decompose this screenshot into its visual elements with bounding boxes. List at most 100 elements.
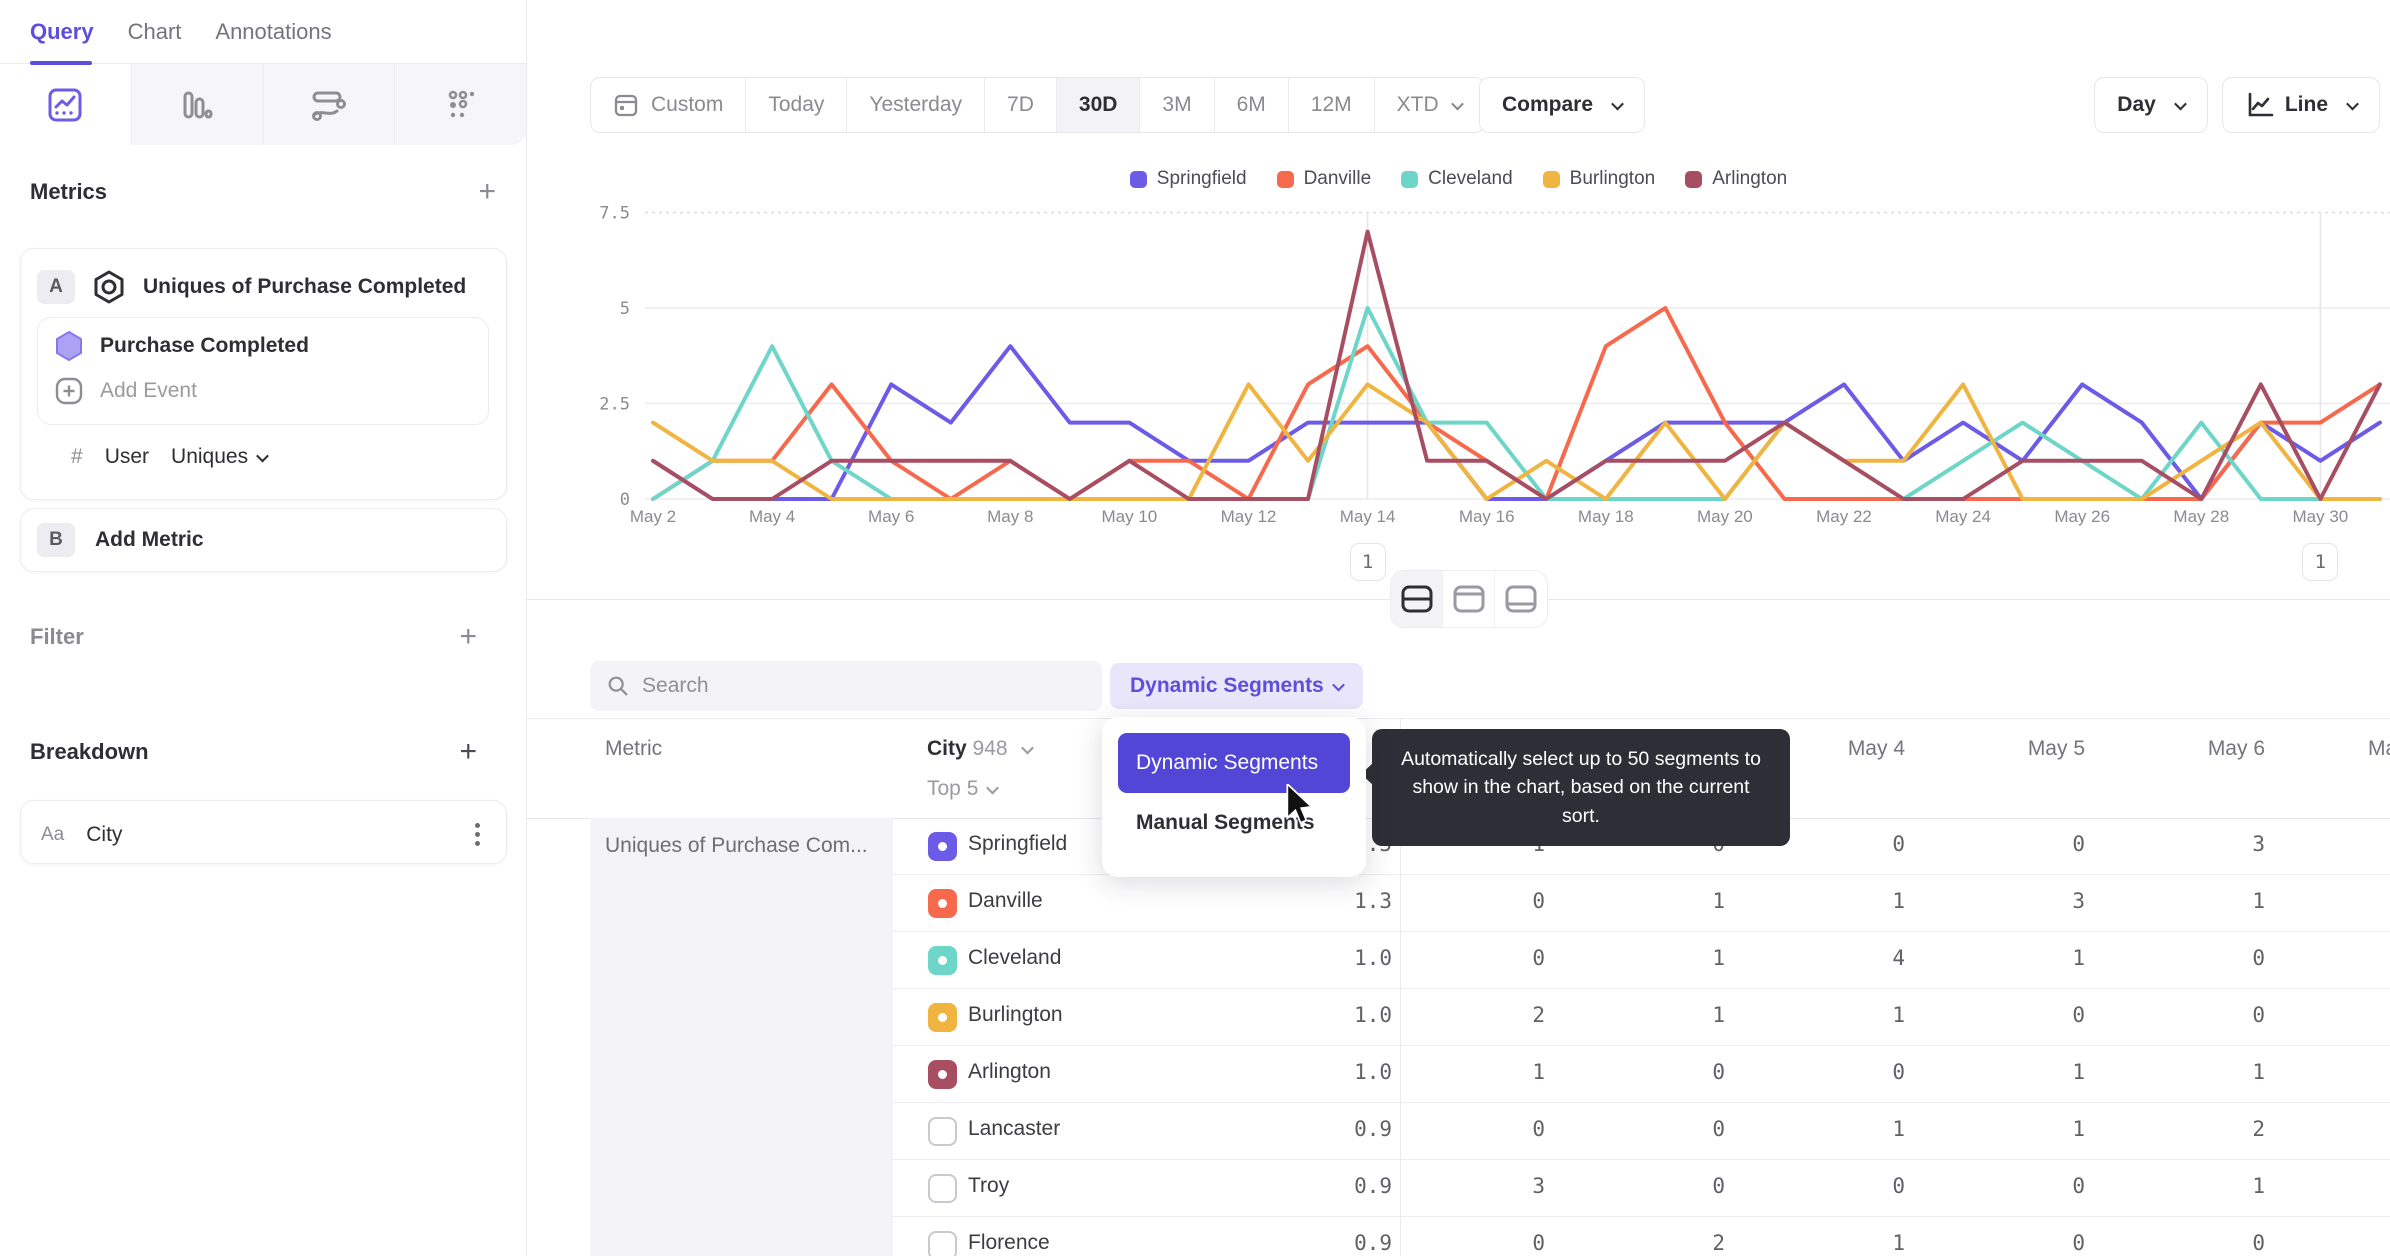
checkbox-dot: [938, 842, 947, 851]
city-column-header[interactable]: City 948: [927, 737, 1035, 761]
legend-item-cleveland[interactable]: Cleveland: [1401, 168, 1513, 190]
day-value: 1: [2252, 1174, 2265, 1198]
range-3m[interactable]: 3M: [1140, 78, 1215, 132]
segment-search: [590, 661, 1102, 711]
segment-name: Burlington: [968, 1003, 1063, 1026]
tab-flow-chart-icon[interactable]: [263, 64, 396, 145]
chevron-down-icon: [1331, 678, 1345, 691]
checkbox-dot: [938, 899, 947, 908]
dynamic-segments-option[interactable]: Dynamic Segments: [1118, 733, 1350, 793]
manual-segments-option[interactable]: Manual Segments: [1136, 811, 1315, 834]
day-value: 2: [1712, 1231, 1725, 1255]
range-xtd[interactable]: XTD: [1375, 78, 1484, 132]
layout-chart-only-button[interactable]: [1443, 571, 1495, 627]
segment-checkbox-springfield[interactable]: [928, 832, 957, 861]
segment-checkbox-troy[interactable]: [928, 1174, 957, 1203]
segment-name: Arlington: [968, 1060, 1051, 1083]
legend-label: Danville: [1303, 168, 1372, 189]
day-value: 0: [1892, 1174, 1905, 1198]
chevron-down-icon: [986, 781, 1000, 795]
compare-button[interactable]: Compare: [1479, 77, 1646, 133]
tab-annotations[interactable]: Annotations: [215, 18, 332, 44]
day-value: 0: [2252, 946, 2265, 970]
range-12m[interactable]: 12M: [1289, 78, 1375, 132]
segment-checkbox-lancaster[interactable]: [928, 1117, 957, 1146]
metric-b-card[interactable]: B Add Metric: [20, 508, 507, 572]
measure-type-selector[interactable]: Uniques: [171, 445, 269, 469]
add-filter-button[interactable]: +: [459, 620, 477, 653]
layout-table-only-button[interactable]: [1495, 571, 1547, 627]
table-row-arlington[interactable]: Arlington 1.0 1 0 0 1 1: [893, 1046, 2390, 1103]
tab-chart[interactable]: Chart: [127, 18, 182, 44]
top-5-selector[interactable]: Top 5: [927, 777, 1000, 801]
table-row-burlington[interactable]: Burlington 1.0 2 1 1 0 0: [893, 989, 2390, 1046]
range-30d[interactable]: 30D: [1056, 78, 1141, 132]
legend-label: Arlington: [1712, 168, 1788, 189]
segment-mode-selector[interactable]: Dynamic Segments: [1110, 663, 1363, 709]
legend-item-springfield[interactable]: Springfield: [1129, 168, 1247, 190]
chevron-down-icon: [2346, 97, 2359, 110]
segment-checkbox-arlington[interactable]: [928, 1060, 957, 1089]
avg-value: 1.0: [1354, 1003, 1392, 1027]
add-metric-plus-button[interactable]: +: [478, 175, 496, 208]
table-row-danville[interactable]: Danville 1.3 0 1 1 3 1: [893, 875, 2390, 932]
series-line-springfield[interactable]: [651, 344, 2382, 501]
y-tick-label: 0: [620, 490, 630, 510]
table-row-florence[interactable]: Florence 0.9 0 2 1 0 0: [893, 1217, 2390, 1256]
range-6m[interactable]: 6M: [1215, 78, 1289, 132]
kebab-menu-icon[interactable]: [469, 817, 486, 852]
line-chart: 0 2.5 5 7.5 May 2 May 4 May 6 May 8 May 10 May 12…: [527, 200, 2390, 540]
metric-column-header: Metric: [605, 737, 663, 760]
range-custom[interactable]: Custom: [591, 78, 747, 132]
segment-checkbox-florence[interactable]: [928, 1231, 957, 1256]
add-event-button[interactable]: Add Event: [100, 379, 197, 402]
table-row-lancaster[interactable]: Lancaster 0.9 0 0 1 1 2: [893, 1103, 2390, 1160]
range-7d[interactable]: 7D: [985, 78, 1057, 132]
segment-checkbox-danville[interactable]: [928, 889, 957, 918]
chart-type-button[interactable]: Line: [2221, 77, 2380, 133]
range-today[interactable]: Today: [746, 78, 848, 132]
series-line-arlington[interactable]: [651, 229, 2382, 501]
segment-name: Danville: [968, 889, 1043, 912]
legend-item-burlington[interactable]: Burlington: [1542, 168, 1655, 190]
measure-hash-icon: #: [71, 445, 83, 468]
tab-scatter-chart-icon[interactable]: [395, 64, 526, 145]
top-panel-icon: [1453, 585, 1484, 613]
chevron-down-icon: [1611, 97, 1624, 110]
granularity-button[interactable]: Day: [2094, 77, 2208, 133]
breakdown-city-card[interactable]: Aa City: [20, 800, 507, 864]
search-input[interactable]: [642, 674, 1086, 698]
chevron-down-icon: [256, 449, 269, 463]
table-row-troy[interactable]: Troy 0.9 3 0 0 0 1: [893, 1160, 2390, 1217]
frozen-pane-divider: [1400, 719, 1401, 1256]
add-metric-label[interactable]: Add Metric: [95, 528, 204, 551]
metric-a-title[interactable]: Uniques of Purchase Completed: [143, 275, 467, 298]
tab-line-chart-icon[interactable]: [0, 64, 132, 145]
legend-item-arlington[interactable]: Arlington: [1685, 168, 1787, 190]
query-sidebar: Query Chart Annotations: [0, 0, 527, 1256]
event-card: Purchase Completed Add Event: [37, 317, 489, 425]
day-value: 0: [1712, 1174, 1725, 1198]
table-row-cleveland[interactable]: Cleveland 1.0 0 1 4 1 0: [893, 932, 2390, 989]
chart-legend: Springfield Danville Cleveland Burlington Ar…: [527, 168, 2390, 190]
layout-split-view-button[interactable]: [1391, 571, 1443, 627]
day-value: 3: [2252, 832, 2265, 856]
date-range-toolbar: Custom Today Yesterday 7D 30D 3M 6M 12M XTD: [590, 77, 1485, 133]
x-tick-label: May 14: [1340, 507, 1396, 526]
metric-cell: Uniques of Purchase Com...: [590, 818, 893, 1256]
legend-item-danville[interactable]: Danville: [1276, 168, 1372, 190]
annotation-badge-may-30[interactable]: 1: [2302, 543, 2339, 581]
range-yesterday[interactable]: Yesterday: [847, 78, 986, 132]
day-value: 0: [1892, 832, 1905, 856]
tab-bar-chart-icon[interactable]: [131, 64, 264, 145]
hexagon-metric-icon: [94, 270, 124, 304]
annotation-badge-may-14[interactable]: 1: [1349, 543, 1386, 581]
chevron-down-icon: [2173, 97, 2187, 110]
segment-checkbox-burlington[interactable]: [928, 1003, 957, 1032]
add-breakdown-button[interactable]: +: [459, 735, 477, 768]
measure-user-selector[interactable]: User: [104, 445, 150, 468]
event-name[interactable]: Purchase Completed: [100, 334, 309, 357]
x-tick-label: May 18: [1578, 507, 1634, 526]
tab-query[interactable]: Query: [30, 18, 94, 44]
segment-checkbox-cleveland[interactable]: [928, 946, 957, 975]
